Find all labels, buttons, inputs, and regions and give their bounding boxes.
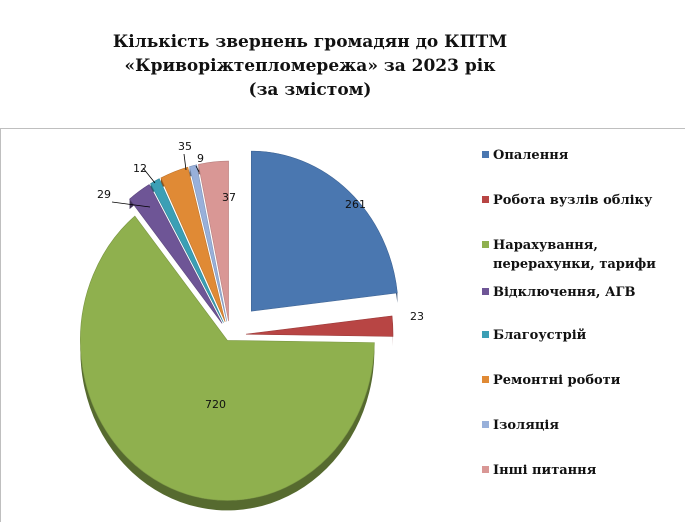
data-label-remontni-roboty: 35 [178, 140, 192, 153]
legend-item-izoliatsiia: Ізоляція [482, 416, 559, 435]
data-label-izoliatsiia: 9 [197, 152, 204, 165]
chart-title-line-3: (за змістом) [248, 80, 372, 100]
legend-swatch-narakhuvannia [482, 241, 489, 248]
legend-label-inshi-pytannia: Інші питання [493, 463, 597, 478]
legend-swatch-robota-vuzliv [482, 196, 489, 203]
legend-label-opalennia: Опалення [493, 148, 569, 163]
legend-item-narakhuvannia: Нарахування, перерахунки, тарифи [482, 236, 656, 274]
legend-label-robota-vuzliv: Робота вузлів обліку [493, 193, 653, 208]
legend-swatch-remontni-roboty [482, 376, 489, 383]
pie-slice-izoliatsiia [189, 164, 228, 322]
legend-item-inshi-pytannia: Інші питання [482, 461, 596, 480]
legend-item-remontni-roboty: Ремонтні роботи [482, 371, 620, 390]
data-label-blahoustrii: 12 [133, 162, 147, 175]
data-label-robota-vuzliv: 23 [410, 310, 424, 323]
data-label-vidkliuchennia: 29 [97, 188, 111, 201]
legend-item-blahoustrii: Благоустрій [482, 326, 586, 345]
plot-area [0, 128, 685, 522]
legend-item-robota-vuzliv: Робота вузлів обліку [482, 191, 652, 210]
pie-slice-vidkliuchennia [129, 184, 223, 324]
legend-label-blahoustrii: Благоустрій [493, 328, 587, 343]
pie-slice-narakhuvannia [80, 215, 375, 501]
pie-slice-inshi-pytannia [198, 160, 229, 322]
legend-swatch-inshi-pytannia [482, 466, 489, 473]
pie-slice-opalennia [250, 150, 398, 312]
data-label-opalennia: 261 [345, 198, 366, 211]
pie-slice-remontni-roboty [160, 166, 226, 322]
pie-slice-robota-vuzliv [245, 315, 394, 337]
legend-label-remontni-roboty: Ремонтні роботи [493, 373, 621, 388]
legend-label-izoliatsiia: Ізоляція [493, 418, 559, 433]
chart-title-line-1: Кількість звернень громадян до КПТМ [112, 32, 508, 52]
leader-line-vidkliuchennia [111, 201, 151, 208]
data-label-narakhuvannia: 720 [205, 398, 226, 411]
legend-swatch-opalennia [482, 151, 489, 158]
legend-swatch-blahoustrii [482, 331, 489, 338]
legend-item-opalennia: Опалення [482, 146, 568, 165]
legend-item-vidkliuchennia: Відключення, АГВ [482, 283, 636, 302]
data-label-inshi-pytannia: 37 [222, 191, 236, 204]
chart-title: Кількість звернень громадян до КПТМ «Кри… [100, 30, 520, 102]
pie-slice-blahoustrii [150, 178, 224, 323]
legend-label-vidkliuchennia: Відключення, АГВ [493, 285, 636, 300]
leader-line-izoliatsiia [195, 165, 200, 173]
legend-swatch-vidkliuchennia [482, 288, 489, 295]
legend-label-narakhuvannia: Нарахування, перерахунки, тарифи [493, 238, 656, 272]
legend-swatch-izoliatsiia [482, 421, 489, 428]
leader-line-blahoustrii [142, 167, 156, 184]
chart-title-line-2: «Криворіжтепломережа» за 2023 рік [124, 56, 496, 76]
leader-line-remontni-roboty [183, 153, 187, 171]
